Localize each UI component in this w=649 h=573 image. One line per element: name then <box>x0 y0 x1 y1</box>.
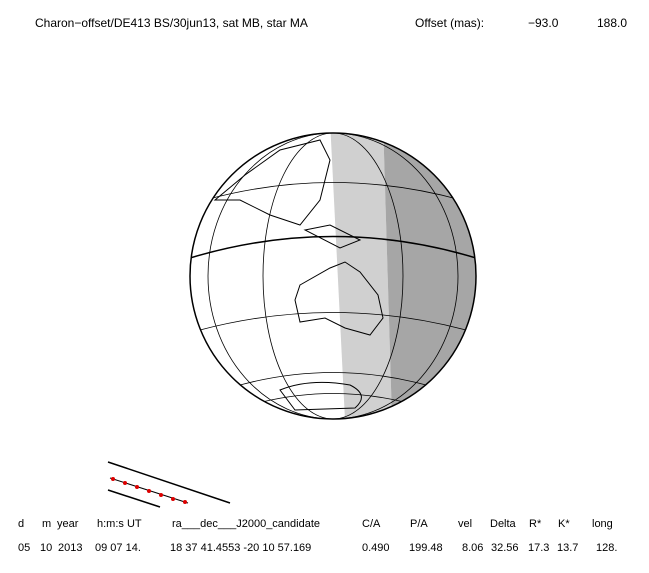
title: Charon−offset/DE413 BS/30jun13, sat MB, … <box>35 16 308 30</box>
column-header: R* <box>529 518 542 530</box>
column-header: year <box>57 518 79 530</box>
cell: 8.06 <box>462 542 483 554</box>
cell: 199.48 <box>409 542 443 554</box>
cell: 05 <box>18 542 30 554</box>
cell: 17.3 <box>528 542 549 554</box>
column-header: long <box>592 518 613 530</box>
column-header: ra___dec___J2000_candidate <box>172 518 320 530</box>
column-header: m <box>42 518 51 530</box>
column-header: d <box>18 518 24 530</box>
cell: 18 37 41.4553 -20 10 57.169 <box>170 542 311 554</box>
offset-value: −93.0 <box>528 16 559 30</box>
cell: 0.490 <box>362 542 390 554</box>
cell: 10 <box>40 542 52 554</box>
cell: 09 07 14. <box>95 542 141 554</box>
globe <box>189 132 477 420</box>
cell: 32.56 <box>491 542 519 554</box>
column-header: vel <box>458 518 472 530</box>
column-header: P/A <box>410 518 428 530</box>
offset-value: 188.0 <box>597 16 627 30</box>
column-header: Delta <box>490 518 517 530</box>
column-header: h:m:s UT <box>97 518 142 530</box>
shadow-path <box>107 461 231 508</box>
offset-label: Offset (mas): <box>415 16 484 30</box>
column-header: C/A <box>362 518 381 530</box>
cell: 13.7 <box>557 542 578 554</box>
column-header: K* <box>558 518 570 530</box>
cell: 128. <box>596 542 617 554</box>
cell: 2013 <box>58 542 82 554</box>
